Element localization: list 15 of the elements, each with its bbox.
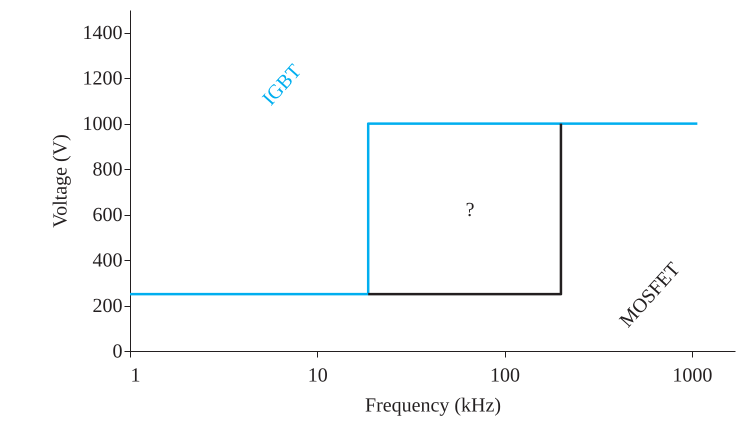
y-tick-label: 1200 xyxy=(82,68,122,90)
x-tick-label: 1 xyxy=(130,364,140,386)
annotation: ? xyxy=(466,199,475,221)
y-tick-label: 400 xyxy=(92,250,122,272)
y-tick-label: 1000 xyxy=(82,113,122,136)
y-tick-label: 0 xyxy=(112,340,122,362)
x-tick-label: 10 xyxy=(308,364,328,386)
y-tick-label: 1400 xyxy=(82,22,122,44)
y-axis-title: Voltage (V) xyxy=(50,134,72,228)
y-tick-label: 800 xyxy=(92,158,122,181)
y-tick-label: 200 xyxy=(92,295,122,318)
y-tick-label: 600 xyxy=(92,204,122,226)
x-tick-label: 100 xyxy=(490,364,520,386)
x-axis-title: Frequency (kHz) xyxy=(364,394,502,416)
x-tick-label: 1000 xyxy=(672,364,712,386)
